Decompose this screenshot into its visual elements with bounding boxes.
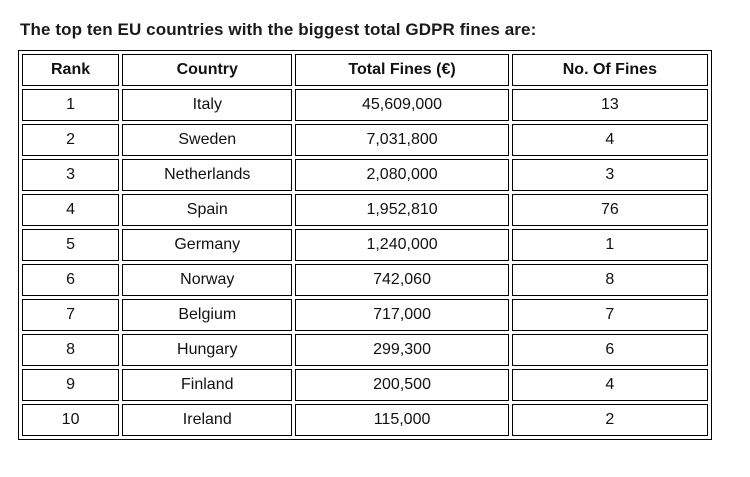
- cell-country: Finland: [122, 369, 293, 401]
- table-row: 8 Hungary 299,300 6: [22, 334, 708, 366]
- header-total-fines: Total Fines (€): [295, 54, 509, 86]
- cell-total-fines: 115,000: [295, 404, 509, 436]
- cell-rank: 6: [22, 264, 120, 296]
- table-row: 1 Italy 45,609,000 13: [22, 89, 708, 121]
- cell-rank: 4: [22, 194, 120, 226]
- cell-no-of-fines: 7: [511, 299, 708, 331]
- table-row: 9 Finland 200,500 4: [22, 369, 708, 401]
- cell-total-fines: 1,240,000: [295, 229, 509, 261]
- cell-rank: 1: [22, 89, 120, 121]
- cell-country: Netherlands: [122, 159, 293, 191]
- table-row: 5 Germany 1,240,000 1: [22, 229, 708, 261]
- cell-rank: 7: [22, 299, 120, 331]
- cell-no-of-fines: 76: [511, 194, 708, 226]
- table-body: 1 Italy 45,609,000 13 2 Sweden 7,031,800…: [22, 89, 708, 436]
- cell-total-fines: 45,609,000: [295, 89, 509, 121]
- cell-no-of-fines: 4: [511, 124, 708, 156]
- cell-country: Spain: [122, 194, 293, 226]
- table-row: 2 Sweden 7,031,800 4: [22, 124, 708, 156]
- page: The top ten EU countries with the bigges…: [18, 20, 712, 440]
- cell-no-of-fines: 1: [511, 229, 708, 261]
- gdpr-fines-table: Rank Country Total Fines (€) No. Of Fine…: [18, 50, 712, 440]
- table-row: 3 Netherlands 2,080,000 3: [22, 159, 708, 191]
- header-country: Country: [122, 54, 293, 86]
- cell-rank: 10: [22, 404, 120, 436]
- header-row: Rank Country Total Fines (€) No. Of Fine…: [22, 54, 708, 86]
- cell-country: Belgium: [122, 299, 293, 331]
- cell-country: Ireland: [122, 404, 293, 436]
- cell-no-of-fines: 3: [511, 159, 708, 191]
- cell-no-of-fines: 6: [511, 334, 708, 366]
- header-no-of-fines: No. Of Fines: [511, 54, 708, 86]
- cell-country: Germany: [122, 229, 293, 261]
- cell-country: Italy: [122, 89, 293, 121]
- cell-country: Norway: [122, 264, 293, 296]
- header-rank: Rank: [22, 54, 120, 86]
- cell-no-of-fines: 4: [511, 369, 708, 401]
- table-header: Rank Country Total Fines (€) No. Of Fine…: [22, 54, 708, 86]
- cell-total-fines: 299,300: [295, 334, 509, 366]
- cell-total-fines: 2,080,000: [295, 159, 509, 191]
- cell-total-fines: 1,952,810: [295, 194, 509, 226]
- cell-total-fines: 717,000: [295, 299, 509, 331]
- table-row: 4 Spain 1,952,810 76: [22, 194, 708, 226]
- cell-rank: 9: [22, 369, 120, 401]
- cell-total-fines: 7,031,800: [295, 124, 509, 156]
- cell-no-of-fines: 2: [511, 404, 708, 436]
- table-row: 10 Ireland 115,000 2: [22, 404, 708, 436]
- cell-no-of-fines: 13: [511, 89, 708, 121]
- cell-rank: 8: [22, 334, 120, 366]
- cell-total-fines: 200,500: [295, 369, 509, 401]
- cell-rank: 5: [22, 229, 120, 261]
- cell-no-of-fines: 8: [511, 264, 708, 296]
- cell-country: Hungary: [122, 334, 293, 366]
- cell-rank: 2: [22, 124, 120, 156]
- cell-country: Sweden: [122, 124, 293, 156]
- table-row: 7 Belgium 717,000 7: [22, 299, 708, 331]
- cell-rank: 3: [22, 159, 120, 191]
- cell-total-fines: 742,060: [295, 264, 509, 296]
- page-title: The top ten EU countries with the bigges…: [20, 20, 537, 39]
- table-row: 6 Norway 742,060 8: [22, 264, 708, 296]
